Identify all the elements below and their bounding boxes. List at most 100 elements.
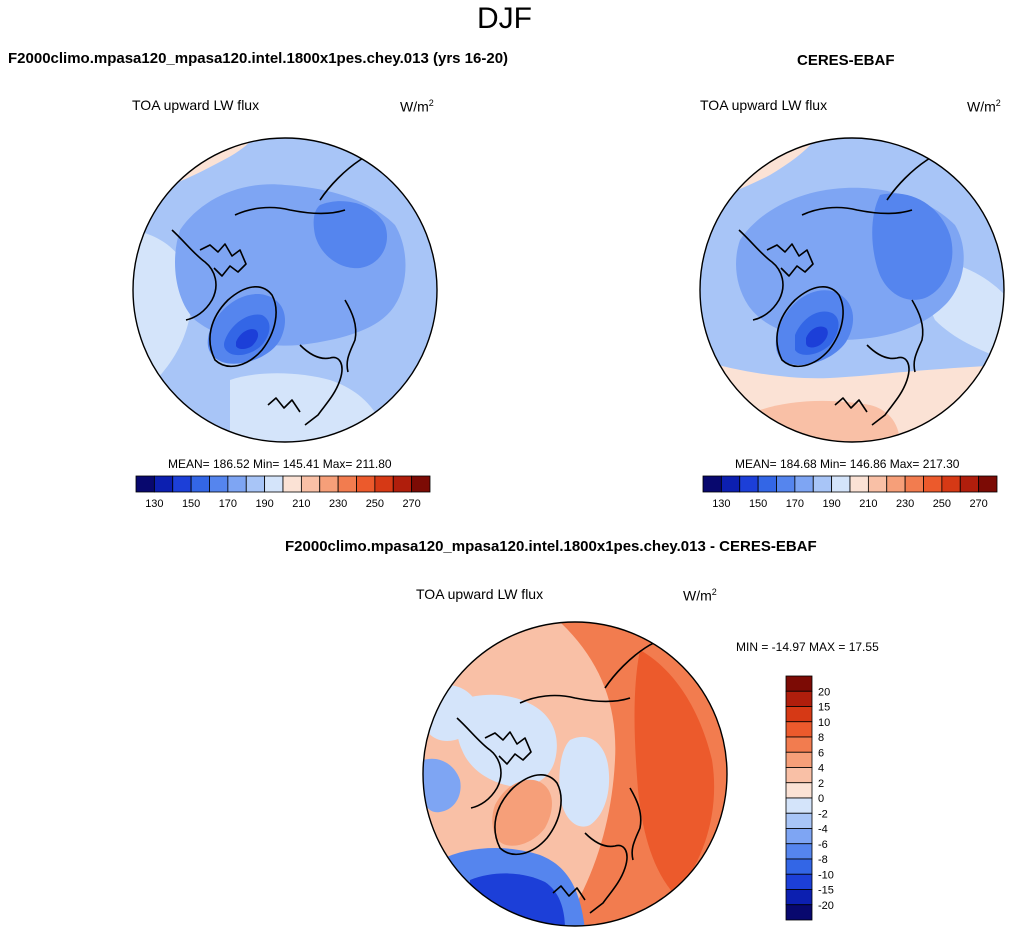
colorbar-2-swatch-14 — [959, 475, 980, 493]
colorbar-1-tick-label: 230 — [329, 498, 347, 510]
colorbar-1-swatch-10 — [319, 475, 339, 493]
colorbar-3-tick-label: 0 — [818, 793, 824, 805]
map-1-siberia-low — [313, 201, 388, 269]
colorbar-2-swatch-3 — [757, 475, 777, 493]
colorbar-1: 130 150 170 190 210 230 250 270 — [135, 475, 431, 510]
colorbar-2-swatch-6 — [812, 475, 833, 493]
colorbar-3-swatch-5 — [785, 751, 813, 768]
colorbar-1-tick-label: 250 — [366, 498, 384, 510]
colorbar-2-tick-label: 150 — [749, 498, 767, 510]
colorbar-3-tick-label: -6 — [818, 839, 828, 851]
colorbar-2-tick-label: 230 — [896, 498, 914, 510]
colorbar-3-tick-label: -2 — [818, 808, 828, 820]
map-2-outline — [699, 137, 1005, 443]
season-title: DJF — [477, 2, 532, 35]
colorbar-3-swatch-12 — [785, 858, 813, 875]
colorbar-1-swatch-3 — [190, 475, 210, 493]
colorbar-3-tick-label: 20 — [818, 686, 830, 698]
colorbar-2-tick-label: 170 — [786, 498, 804, 510]
colorbar-3-swatch-7 — [785, 782, 813, 799]
colorbar-3-swatch-10 — [785, 828, 813, 845]
colorbar-3-tick-label: -8 — [818, 854, 828, 866]
colorbar-1-swatch-8 — [282, 475, 302, 493]
colorbar-1-swatch-4 — [209, 475, 229, 493]
colorbar-3-tick-label: 8 — [818, 732, 824, 744]
colorbar-3-swatch-13 — [785, 873, 813, 890]
map-1-outline — [132, 137, 438, 443]
colorbar-2-swatch-0 — [702, 475, 722, 493]
colorbar-3-swatch-4 — [785, 736, 813, 753]
map-2 — [700, 138, 1004, 442]
panel-1-title: F2000climo.mpasa120_mpasa120.intel.1800x… — [8, 50, 509, 67]
colorbar-2: 130 150 170 190 210 230 250 270 — [702, 475, 998, 510]
colorbar-3-tick-label: -15 — [818, 885, 834, 897]
colorbar-2-swatch-2 — [739, 475, 759, 493]
colorbar-3-swatch-8 — [785, 797, 813, 814]
colorbar-3-tick-label: 6 — [818, 747, 824, 759]
panel-2-units: W/m2 — [967, 98, 1001, 115]
colorbar-1-swatch-0 — [135, 475, 155, 493]
map-2-siberia-low — [872, 193, 953, 300]
colorbar-1-swatch-9 — [300, 475, 321, 493]
map-3 — [423, 622, 727, 926]
map-3-outline — [422, 621, 728, 927]
colorbar-1-tick-label: 130 — [145, 498, 163, 510]
panel-1-stats: MEAN= 186.52 Min= 145.41 Max= 211.80 — [168, 457, 392, 471]
panel-3-title: F2000climo.mpasa120_mpasa120.intel.1800x… — [285, 538, 817, 555]
colorbar-3-swatch-9 — [785, 812, 813, 829]
map-3-greenland-warm — [492, 779, 552, 846]
colorbar-3-tick-label: 4 — [818, 763, 824, 775]
colorbar-2-swatch-7 — [831, 475, 851, 493]
panel-1-units: W/m2 — [400, 98, 434, 115]
map-1-arctic-low — [175, 184, 406, 346]
colorbar-1-swatch-14 — [392, 475, 413, 493]
colorbar-3-swatch-0 — [785, 675, 813, 692]
colorbar-2-swatch-9 — [867, 475, 888, 493]
colorbar-1-swatch-1 — [153, 475, 174, 493]
colorbar-3-swatch-1 — [785, 690, 813, 707]
map-2-greenland-core — [806, 326, 828, 348]
colorbar-1-tick-label: 270 — [402, 498, 420, 510]
map-3-east-core — [634, 650, 715, 895]
colorbar-1-swatch-6 — [245, 475, 266, 493]
colorbar-1-swatch-13 — [374, 475, 394, 493]
colorbar-2-swatch-12 — [923, 475, 943, 493]
map-3-pale-center — [456, 694, 557, 787]
colorbar-2-tick-label: 130 — [712, 498, 730, 510]
colorbar-1-swatch-12 — [356, 475, 376, 493]
colorbar-2-tick-label: 210 — [859, 498, 877, 510]
colorbar-3-tick-label: -20 — [818, 900, 834, 912]
panel-2-variable: TOA upward LW flux — [700, 97, 828, 113]
map-3-pale-center-2 — [559, 736, 610, 827]
colorbar-3-swatch-2 — [785, 706, 813, 723]
colorbar-1-swatch-2 — [172, 475, 192, 493]
colorbar-1-swatch-11 — [337, 475, 357, 493]
map-1 — [133, 138, 437, 442]
colorbar-3-tick-label: 15 — [818, 702, 830, 714]
colorbar-3-tick-label: 2 — [818, 778, 824, 790]
colorbar-1-swatch-7 — [264, 475, 284, 493]
panel-3-stats: MIN = -14.97 MAX = 17.55 — [736, 640, 879, 654]
colorbar-2-swatch-11 — [904, 475, 924, 493]
colorbar-1-tick-label: 170 — [219, 498, 237, 510]
colorbar-1-tick-label: 190 — [255, 498, 273, 510]
colorbar-2-tick-label: 190 — [822, 498, 840, 510]
panel-2-stats: MEAN= 184.68 Min= 146.86 Max= 217.30 — [735, 457, 960, 471]
map-2-coastlines — [738, 148, 963, 426]
colorbar-1-swatch-5 — [227, 475, 247, 493]
colorbar-3-tick-label: -4 — [818, 824, 828, 836]
colorbar-2-swatch-1 — [720, 475, 741, 493]
colorbar-3-swatch-3 — [785, 721, 813, 738]
colorbar-2-swatch-15 — [978, 475, 998, 493]
colorbar-2-swatch-10 — [886, 475, 906, 493]
colorbar-3-swatch-6 — [785, 767, 813, 784]
colorbar-2-tick-label: 250 — [933, 498, 951, 510]
colorbar-3-swatch-11 — [785, 843, 813, 860]
panel-1-variable: TOA upward LW flux — [132, 97, 260, 113]
map-1-greenland-core — [236, 329, 259, 349]
colorbar-3-swatch-14 — [785, 889, 813, 906]
colorbar-2-swatch-13 — [941, 475, 961, 493]
colorbar-2-swatch-5 — [794, 475, 814, 493]
